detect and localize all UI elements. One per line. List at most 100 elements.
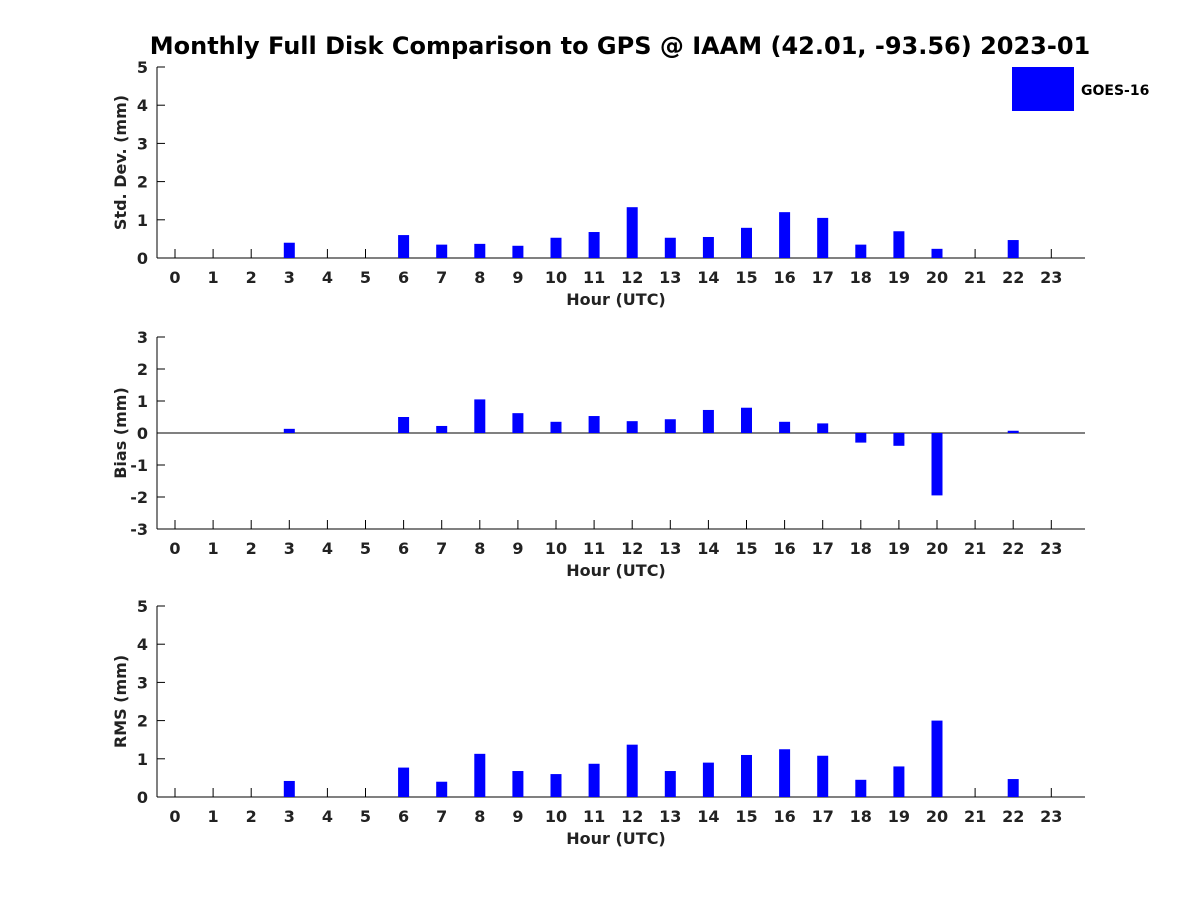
y-tick-label: 4 [137,96,148,115]
x-axis-label: Hour (UTC) [566,829,666,848]
bar-bias-hour-18 [855,433,867,443]
bar-std-hour-11 [588,232,600,258]
y-tick-label: 2 [137,360,148,379]
x-tick-label: 22 [1002,268,1024,287]
bar-bias-hour-14 [702,409,714,433]
y-tick-label: 0 [137,249,148,268]
legend-swatch [1012,67,1074,111]
x-tick-label: 10 [545,539,567,558]
x-tick-label: 18 [850,539,872,558]
y-tick-label: 3 [137,328,148,347]
bar-std-hour-22 [1007,240,1019,258]
bar-bias-hour-9 [512,413,524,433]
bar-std-hour-12 [626,207,638,258]
x-tick-label: 21 [964,807,986,826]
bar-std-hour-3 [283,242,295,258]
x-tick-label: 17 [812,539,834,558]
x-tick-label: 1 [208,539,219,558]
bar-std-hour-8 [474,243,486,258]
y-tick-label: 1 [137,211,148,230]
x-tick-label: 4 [322,807,333,826]
chart-title: Monthly Full Disk Comparison to GPS @ IA… [150,32,1090,60]
bar-rms-hour-3 [283,780,295,797]
x-tick-label: 15 [735,268,757,287]
x-tick-label: 19 [888,268,910,287]
bar-rms-hour-15 [741,754,752,797]
legend-label: GOES-16 [1081,83,1149,99]
y-tick-label: 5 [137,597,148,616]
legend: GOES-16 [1012,67,1149,111]
x-tick-label: 22 [1002,539,1024,558]
y-axis-label: Std. Dev. (mm) [111,95,130,230]
x-tick-label: 23 [1040,268,1062,287]
x-tick-label: 8 [474,807,485,826]
bar-bias-hour-15 [741,407,752,433]
bar-bias-hour-20 [931,433,943,496]
bar-bias-hour-10 [550,421,562,433]
bar-rms-hour-10 [550,774,562,797]
y-tick-label: 1 [137,750,148,769]
bar-std-hour-13 [664,237,676,258]
x-tick-label: 16 [773,807,795,826]
y-axis-label: RMS (mm) [111,655,130,748]
bar-rms-hour-20 [931,720,943,797]
x-tick-label: 5 [360,268,371,287]
y-tick-label: 5 [137,58,148,77]
bar-bias-hour-16 [779,421,791,433]
x-tick-label: 11 [583,268,605,287]
x-tick-label: 10 [545,807,567,826]
y-tick-label: 2 [137,173,148,192]
x-tick-label: 4 [322,539,333,558]
x-tick-label: 14 [697,268,719,287]
bar-rms-hour-16 [779,749,791,797]
x-tick-label: 18 [850,807,872,826]
bar-std-hour-20 [931,248,943,258]
y-tick-label: 0 [137,424,148,443]
x-tick-label: 7 [436,268,447,287]
bar-bias-hour-3 [283,428,295,433]
x-tick-label: 2 [246,268,257,287]
x-tick-label: 15 [735,807,757,826]
x-tick-label: 1 [208,807,219,826]
x-axis-label: Hour (UTC) [566,290,666,309]
y-tick-label: 4 [137,635,148,654]
y-tick-label: 3 [137,673,148,692]
x-tick-label: 20 [926,268,948,287]
x-tick-label: 17 [812,268,834,287]
y-axis-label: Bias (mm) [111,387,130,479]
x-tick-label: 7 [436,807,447,826]
x-tick-label: 6 [398,268,409,287]
x-tick-label: 2 [246,807,257,826]
x-tick-label: 2 [246,539,257,558]
x-tick-label: 0 [169,539,180,558]
bar-std-hour-6 [398,235,410,258]
x-tick-label: 19 [888,539,910,558]
x-tick-label: 6 [398,807,409,826]
x-tick-label: 3 [284,807,295,826]
bar-rms-hour-9 [512,771,524,797]
x-tick-label: 0 [169,807,180,826]
x-tick-label: 13 [659,268,681,287]
x-tick-label: 8 [474,539,485,558]
x-tick-label: 8 [474,268,485,287]
x-tick-label: 21 [964,268,986,287]
x-tick-label: 3 [284,539,295,558]
x-tick-label: 10 [545,268,567,287]
y-tick-label: 0 [137,788,148,807]
x-tick-label: 16 [773,539,795,558]
bar-rms-hour-22 [1007,779,1019,797]
bar-rms-hour-7 [436,781,448,797]
x-tick-label: 3 [284,268,295,287]
bar-rms-hour-17 [817,755,829,797]
x-tick-label: 11 [583,807,605,826]
x-tick-label: 15 [735,539,757,558]
x-tick-label: 20 [926,807,948,826]
bar-rms-hour-12 [626,744,638,797]
x-tick-label: 18 [850,268,872,287]
x-tick-label: 9 [512,539,523,558]
x-tick-label: 21 [964,539,986,558]
